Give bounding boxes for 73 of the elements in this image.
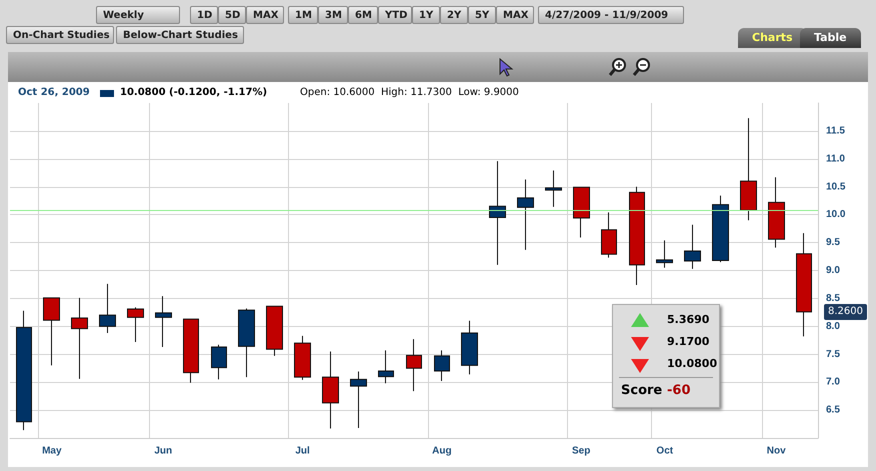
x-tick-label: May [42, 446, 62, 456]
text: 3M [318, 6, 348, 24]
candlestick [238, 308, 255, 378]
y-tick-label: 8.5 [826, 292, 840, 304]
annotation: Score [621, 383, 662, 398]
annotation: 9.1700 [667, 335, 710, 348]
candlestick [378, 350, 394, 384]
annotation: 10.0800 [667, 357, 718, 370]
text: Weekly [96, 6, 180, 24]
candlestick [406, 338, 422, 392]
annotation: -60 [667, 383, 690, 398]
candlestick [656, 240, 673, 268]
y-tick-label: 11.5 [826, 125, 846, 136]
x-tick-label: Jun [154, 446, 172, 456]
candlestick [629, 186, 645, 286]
candlestick [601, 212, 617, 258]
candlestick [127, 306, 144, 342]
text: Oct 26, 2009 [18, 87, 90, 98]
candlestick [740, 118, 757, 221]
candlestick [16, 310, 32, 431]
x-tick-label: Jul [295, 446, 310, 456]
y-tick-label: 9.0 [826, 265, 840, 276]
x-tick-label: Aug [432, 446, 452, 456]
candlestick [573, 186, 590, 238]
candlestick [461, 320, 478, 375]
candlestick [350, 371, 367, 428]
y-tick-label: 8.0 [826, 320, 840, 332]
y-tick-label: 11.0 [826, 153, 846, 164]
text: MAX [496, 6, 534, 24]
text: 6M [348, 6, 378, 24]
candlestick [294, 335, 311, 380]
text: 2Y [440, 6, 468, 24]
text: 5D [218, 6, 246, 24]
text: Table [800, 28, 861, 48]
text: Charts [738, 28, 807, 48]
x-tick-label: Sep [572, 446, 590, 456]
text: 1Y [412, 6, 440, 24]
candlestick [155, 296, 172, 348]
text: 4/27/2009 - 11/9/2009 [538, 6, 684, 24]
candlestick [684, 224, 701, 270]
candlestick [183, 318, 199, 384]
y-tick-label: 7.5 [826, 348, 840, 360]
candlestick [99, 283, 116, 334]
candlestick [43, 297, 60, 366]
candlestick [211, 344, 227, 380]
text: MAX [246, 6, 284, 24]
candlestick [71, 297, 88, 380]
y-tick-label: 6.5 [826, 404, 840, 416]
x-tick-label: Nov [766, 446, 786, 456]
text: 1D [190, 6, 218, 24]
candlestick [266, 306, 283, 356]
text: 10.0800 (-0.1200, -1.17%) [120, 87, 268, 98]
candlestick [545, 170, 562, 208]
x-tick-label: Oct [656, 446, 674, 456]
text: On-Chart Studies [6, 26, 114, 44]
y-tick-label: 9.5 [826, 237, 840, 248]
candlestick [322, 350, 339, 430]
candlestick [796, 232, 812, 337]
candlestick [434, 350, 450, 382]
text: 1M [288, 6, 318, 24]
y-tick-label: 7.0 [826, 376, 840, 388]
text: 5Y [468, 6, 496, 24]
text: Open: 10.6000 High: 11.7300 Low: 9.9000 [300, 87, 519, 98]
annotation: 5.3690 [667, 313, 710, 326]
text: YTD [378, 6, 412, 24]
y-tick-label: 10.5 [826, 181, 846, 192]
candlestick [712, 195, 729, 263]
candlestick [517, 178, 534, 250]
y-tick-label: 10.0 [826, 209, 846, 220]
text: Below-Chart Studies [116, 26, 244, 44]
candlestick [489, 160, 506, 266]
text: 8.2600 [824, 304, 867, 320]
candlestick [768, 176, 785, 248]
